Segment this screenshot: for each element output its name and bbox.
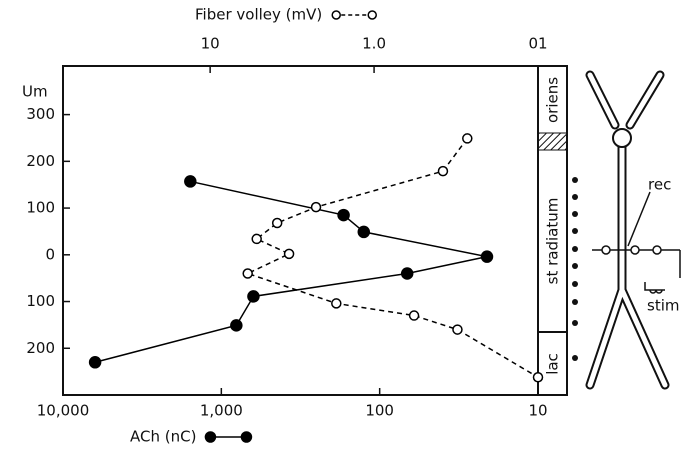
legend-label: Fiber volley (mV) (195, 6, 322, 24)
plot-frame (62, 65, 568, 396)
neuron (585, 70, 670, 390)
layer-label: st radiatum (544, 198, 562, 285)
data-point (462, 133, 473, 144)
x-tick-label: 1,000 (200, 402, 243, 420)
data-point (532, 371, 544, 383)
hatched-layer (537, 132, 568, 151)
y-tick-label: 100 (26, 292, 55, 310)
y-tick-label: 200 (26, 152, 55, 170)
legend-label: ACh (nC) (130, 428, 196, 446)
x2-tick-label: 01 (528, 35, 547, 53)
electrode-dots (572, 177, 578, 361)
data-point (230, 319, 243, 332)
stim-electrode (592, 191, 681, 294)
stim-label: stim (647, 297, 679, 315)
data-point (452, 324, 463, 335)
data-point (331, 298, 342, 309)
rec-label: rec (648, 176, 671, 194)
y-axis-label: Um (22, 83, 48, 101)
data-point (88, 356, 102, 369)
y-tick-label: 200 (26, 339, 55, 357)
legend-marker (367, 10, 377, 20)
x-tick-label: 10 (528, 402, 547, 420)
y-tick-label: 100 (26, 199, 55, 217)
series-line (245, 137, 539, 378)
x-tick-label: 100 (365, 402, 394, 420)
x2-tick-label: 1.0 (362, 35, 386, 53)
x-tick-label: 10,000 (37, 402, 90, 420)
data-point (357, 225, 371, 239)
legend-marker (204, 431, 217, 443)
data-point (437, 165, 449, 177)
series-line (94, 180, 488, 364)
y-tick-label: 300 (26, 105, 55, 123)
data-point (337, 208, 350, 222)
data-point (480, 250, 494, 263)
data-point (251, 233, 262, 245)
data-point (400, 267, 414, 280)
data-point (310, 201, 322, 213)
legend-marker (331, 10, 341, 20)
data-point (271, 217, 283, 229)
layer-label: lac (544, 353, 562, 375)
data-point (247, 290, 260, 303)
data-point (242, 268, 253, 279)
data-point (184, 175, 197, 188)
data-point (283, 248, 295, 260)
x2-tick-label: 10 (201, 35, 220, 53)
y-tick-label: 0 (45, 245, 55, 263)
legend-marker (240, 431, 253, 443)
data-point (408, 310, 420, 321)
layer-label: oriens (544, 77, 562, 123)
